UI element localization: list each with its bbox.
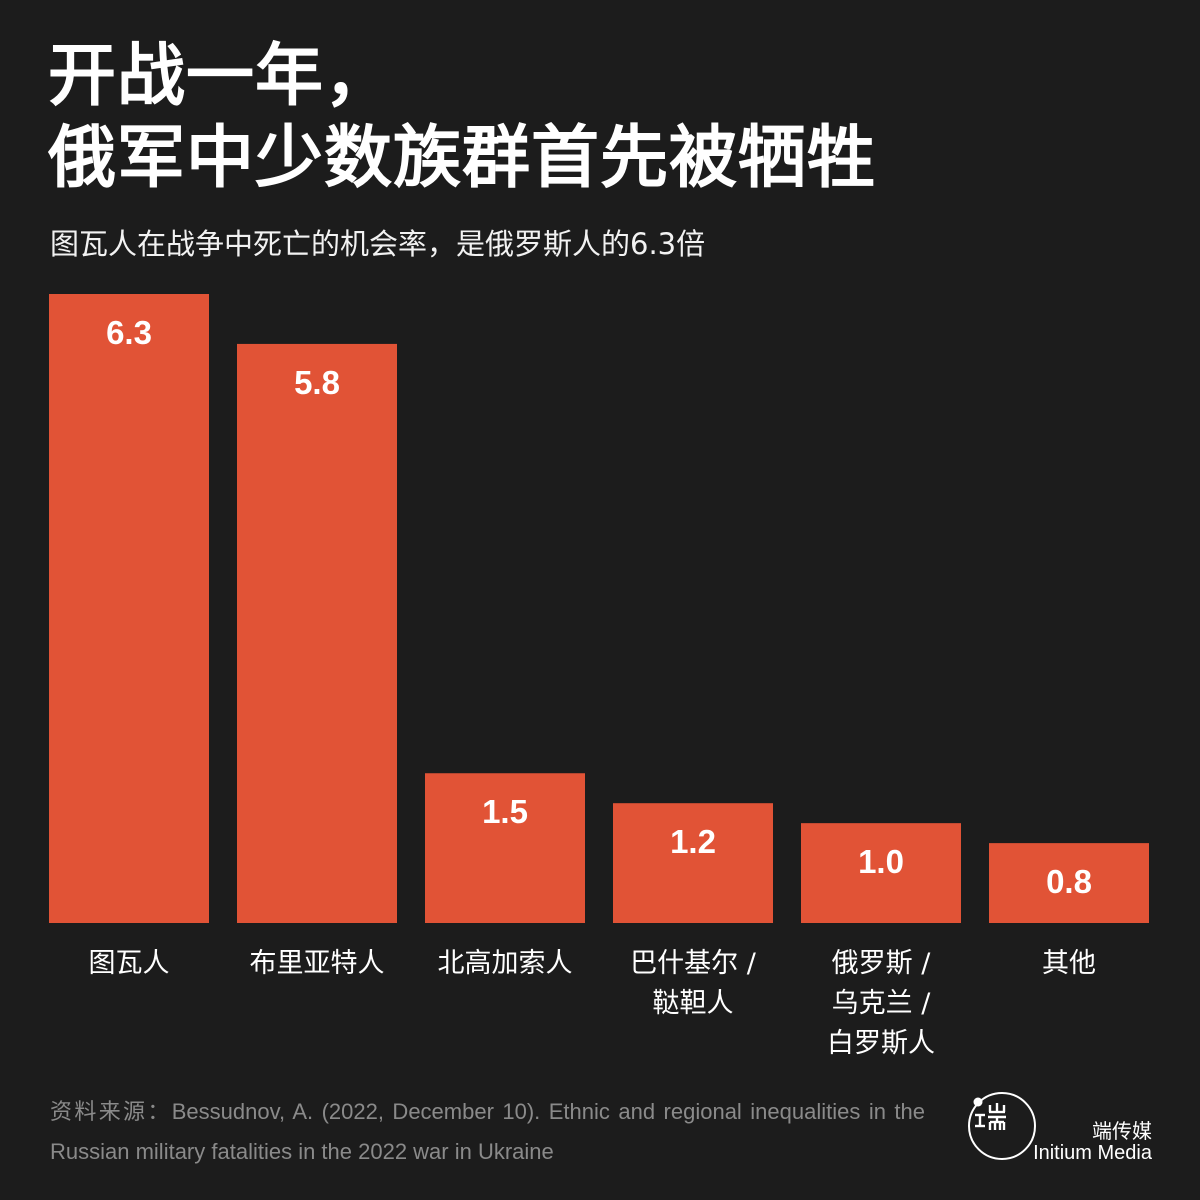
bar-6 [989,843,1149,923]
category-label-line: 其他 [1042,948,1096,979]
category-label: 巴什基尔 / 鞑靼人 [613,944,773,1024]
category-label-line: 图瓦人 [88,948,170,979]
bar-value-label: 1.0 [858,843,904,880]
bar-value-label: 1.2 [670,823,716,860]
category-label-line: 白罗斯人 [827,1028,935,1059]
category-label-line: 布里亚特人 [249,948,385,979]
category-label-line: 北高加索人 [437,948,573,979]
category-label: 其他 [989,944,1149,984]
bar-3 [425,773,585,923]
category-label: 布里亚特人 [237,944,397,984]
category-label-line: 乌克兰 / [831,988,931,1019]
brand-name-english: Initium Media [1033,1142,1152,1164]
category-label: 俄罗斯 / 乌克兰 / 白罗斯人 [801,944,961,1064]
category-label: 图瓦人 [49,944,209,984]
bar-value-label: 6.3 [106,314,152,351]
chart-subtitle: 图瓦人在战争中死亡的机会率，是俄罗斯人的6.3倍 [50,227,706,261]
bar-value-label: 0.8 [1046,863,1092,900]
title-line-1: 开战一年， [48,37,394,116]
bar-1 [49,294,209,923]
bar-value-label: 1.5 [482,793,528,830]
brand-name-chinese: 端传媒 [1092,1119,1152,1143]
bar-5 [801,823,961,923]
chart-title: 开战一年， 俄军中少数族群首先被牺牲 [48,36,1148,200]
title-line-2: 俄军中少数族群首先被牺牲 [48,119,877,198]
bar-4 [613,803,773,923]
bar-value-label: 5.8 [294,364,340,401]
category-label: 北高加索人 [425,944,585,984]
category-label-line: 俄罗斯 / [831,948,931,979]
bar-2 [237,343,397,923]
category-label-line: 鞑靼人 [652,988,734,1019]
source-note: 资料来源：Bessudnov, A. (2022, December 10). … [50,1099,925,1164]
initium-logo-icon [968,1092,1036,1160]
category-label-line: 巴什基尔 / [630,948,756,979]
